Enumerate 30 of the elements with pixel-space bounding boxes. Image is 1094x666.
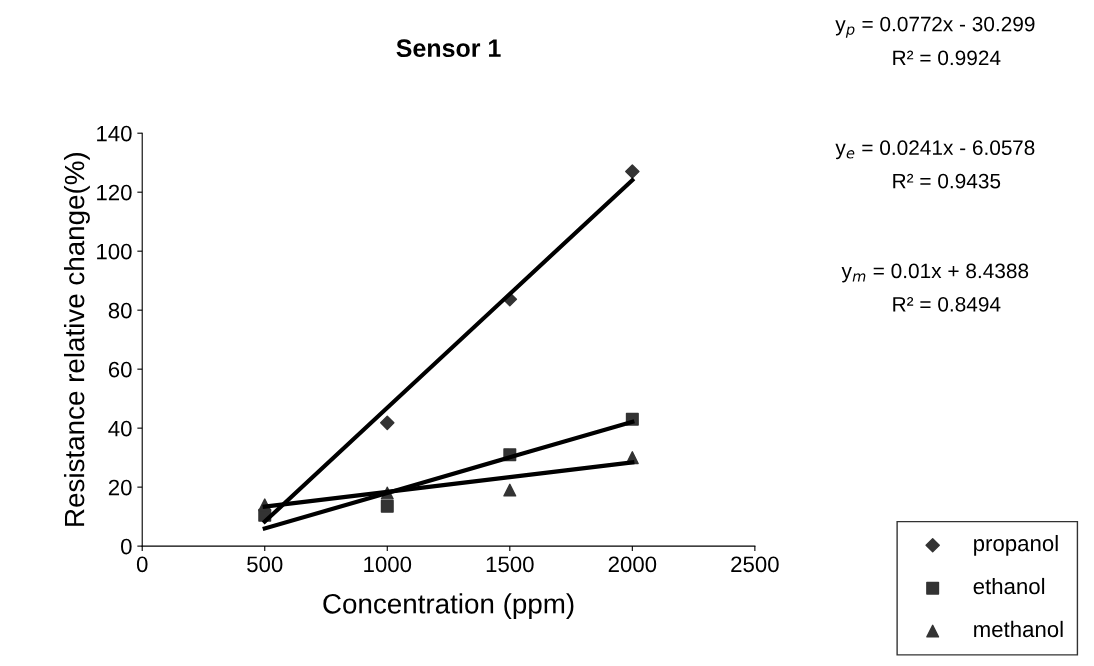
y-tick-label: 140 xyxy=(97,125,132,142)
x-tick-label: 2000 xyxy=(608,556,657,573)
point xyxy=(380,499,394,513)
y-tick-label: 0 xyxy=(121,538,132,555)
point xyxy=(625,164,640,179)
legend-label: ethanol xyxy=(973,577,1045,595)
y-tick-label: 100 xyxy=(97,243,132,260)
y-tick-label: 80 xyxy=(108,302,132,319)
x-tick-label: 500 xyxy=(247,556,283,573)
text: R² = 0.9435 xyxy=(893,173,1001,189)
text: R² = 0.8494 xyxy=(893,296,1001,312)
y-axis-title: Resistance relative change(%) xyxy=(63,153,90,526)
y-tick-label: 120 xyxy=(97,184,132,201)
legend-label: methanol xyxy=(974,620,1063,638)
x-tick-label: 1000 xyxy=(364,556,412,573)
text: y$_{e}$ = 0.0241x - 6.0578 xyxy=(835,140,1035,160)
y-tick-label: 40 xyxy=(108,420,132,437)
text: R² = 0.9924 xyxy=(893,50,1001,66)
point xyxy=(379,415,395,431)
text: y$_{p}$ = 0.0772x - 30.299 xyxy=(835,16,1035,38)
y-tick-label: 60 xyxy=(108,361,132,378)
x-tick-label: 2500 xyxy=(731,556,779,573)
x-tick-label: 0 xyxy=(136,556,148,573)
text: y$_{m}$ = 0.01x + 8.4388 xyxy=(841,263,1029,283)
legend-label: propanol xyxy=(974,534,1058,556)
point xyxy=(503,483,517,497)
x-tick-label: 1500 xyxy=(486,556,534,573)
x-axis-title: Concentration (ppm) xyxy=(323,593,574,620)
y-tick-label: 20 xyxy=(108,479,132,496)
chart-title: Sensor 1 xyxy=(396,39,501,58)
